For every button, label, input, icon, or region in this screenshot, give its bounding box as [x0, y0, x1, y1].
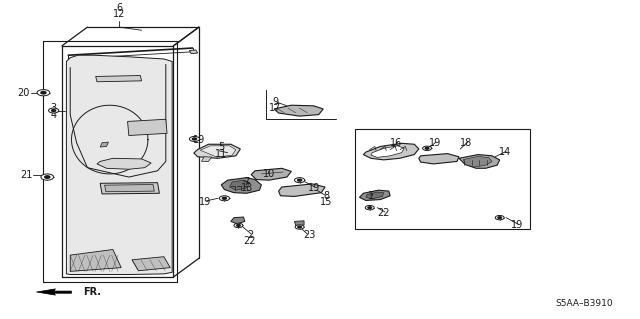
Polygon shape — [221, 178, 261, 193]
Circle shape — [498, 217, 502, 219]
Text: 11: 11 — [215, 149, 227, 159]
Circle shape — [495, 215, 504, 220]
Circle shape — [41, 92, 46, 94]
Circle shape — [222, 197, 227, 199]
Text: 20: 20 — [17, 88, 30, 98]
Circle shape — [294, 178, 305, 183]
Polygon shape — [127, 119, 167, 136]
Polygon shape — [202, 157, 212, 161]
Circle shape — [41, 174, 54, 180]
Text: 7: 7 — [244, 177, 250, 187]
Polygon shape — [132, 257, 170, 271]
Text: 15: 15 — [320, 197, 333, 207]
Polygon shape — [67, 55, 172, 275]
Polygon shape — [104, 185, 154, 192]
Text: 8: 8 — [323, 191, 330, 201]
Polygon shape — [189, 50, 198, 54]
Ellipse shape — [129, 124, 135, 130]
Polygon shape — [231, 217, 245, 224]
Text: 9: 9 — [273, 97, 278, 107]
Polygon shape — [371, 146, 404, 157]
Ellipse shape — [147, 124, 153, 130]
Circle shape — [298, 226, 301, 228]
Polygon shape — [100, 183, 159, 194]
Text: 18: 18 — [460, 138, 473, 148]
Text: S5AA–B3910: S5AA–B3910 — [556, 299, 613, 308]
Text: 21: 21 — [20, 170, 33, 181]
Text: 14: 14 — [499, 147, 511, 157]
Polygon shape — [70, 249, 121, 271]
Text: 4: 4 — [51, 109, 57, 120]
Circle shape — [425, 147, 429, 149]
Text: 17: 17 — [269, 103, 282, 113]
Text: 13: 13 — [241, 183, 253, 193]
Circle shape — [193, 138, 196, 140]
Text: 1: 1 — [368, 191, 374, 201]
Circle shape — [422, 146, 431, 151]
Polygon shape — [97, 158, 151, 169]
Circle shape — [298, 179, 301, 181]
Polygon shape — [200, 146, 236, 157]
Polygon shape — [194, 144, 241, 158]
Circle shape — [37, 90, 50, 96]
Ellipse shape — [156, 124, 162, 130]
Text: 5: 5 — [218, 142, 225, 152]
Text: 22: 22 — [378, 208, 390, 218]
Text: 19: 19 — [193, 135, 205, 145]
Polygon shape — [36, 289, 72, 295]
Polygon shape — [364, 143, 419, 160]
Polygon shape — [274, 105, 323, 116]
Text: 16: 16 — [390, 138, 403, 148]
Circle shape — [295, 225, 304, 229]
Circle shape — [49, 108, 59, 113]
Circle shape — [237, 225, 240, 226]
Circle shape — [368, 207, 371, 209]
Polygon shape — [96, 76, 141, 82]
Text: 19: 19 — [307, 183, 320, 193]
Text: 6: 6 — [116, 3, 122, 13]
Bar — [355, 129, 531, 229]
Polygon shape — [100, 142, 108, 147]
Text: 3: 3 — [51, 103, 57, 113]
Polygon shape — [294, 221, 304, 226]
Circle shape — [220, 196, 230, 201]
Polygon shape — [366, 192, 384, 199]
Polygon shape — [251, 168, 291, 180]
Text: 23: 23 — [303, 230, 316, 240]
Circle shape — [234, 223, 243, 228]
Circle shape — [189, 137, 200, 141]
Text: 22: 22 — [244, 236, 256, 246]
Polygon shape — [230, 180, 250, 190]
Polygon shape — [278, 184, 325, 197]
Polygon shape — [360, 190, 390, 200]
Polygon shape — [463, 156, 492, 167]
Text: 10: 10 — [263, 169, 275, 179]
Text: 19: 19 — [199, 197, 211, 207]
Circle shape — [365, 205, 374, 210]
Polygon shape — [459, 155, 500, 168]
Text: 12: 12 — [113, 9, 125, 19]
Ellipse shape — [138, 124, 144, 130]
Circle shape — [52, 109, 56, 112]
Polygon shape — [419, 154, 459, 164]
Text: 19: 19 — [429, 138, 441, 148]
Text: FR.: FR. — [83, 287, 101, 297]
Circle shape — [45, 176, 50, 178]
Text: 19: 19 — [511, 220, 524, 230]
Text: 2: 2 — [247, 230, 253, 240]
